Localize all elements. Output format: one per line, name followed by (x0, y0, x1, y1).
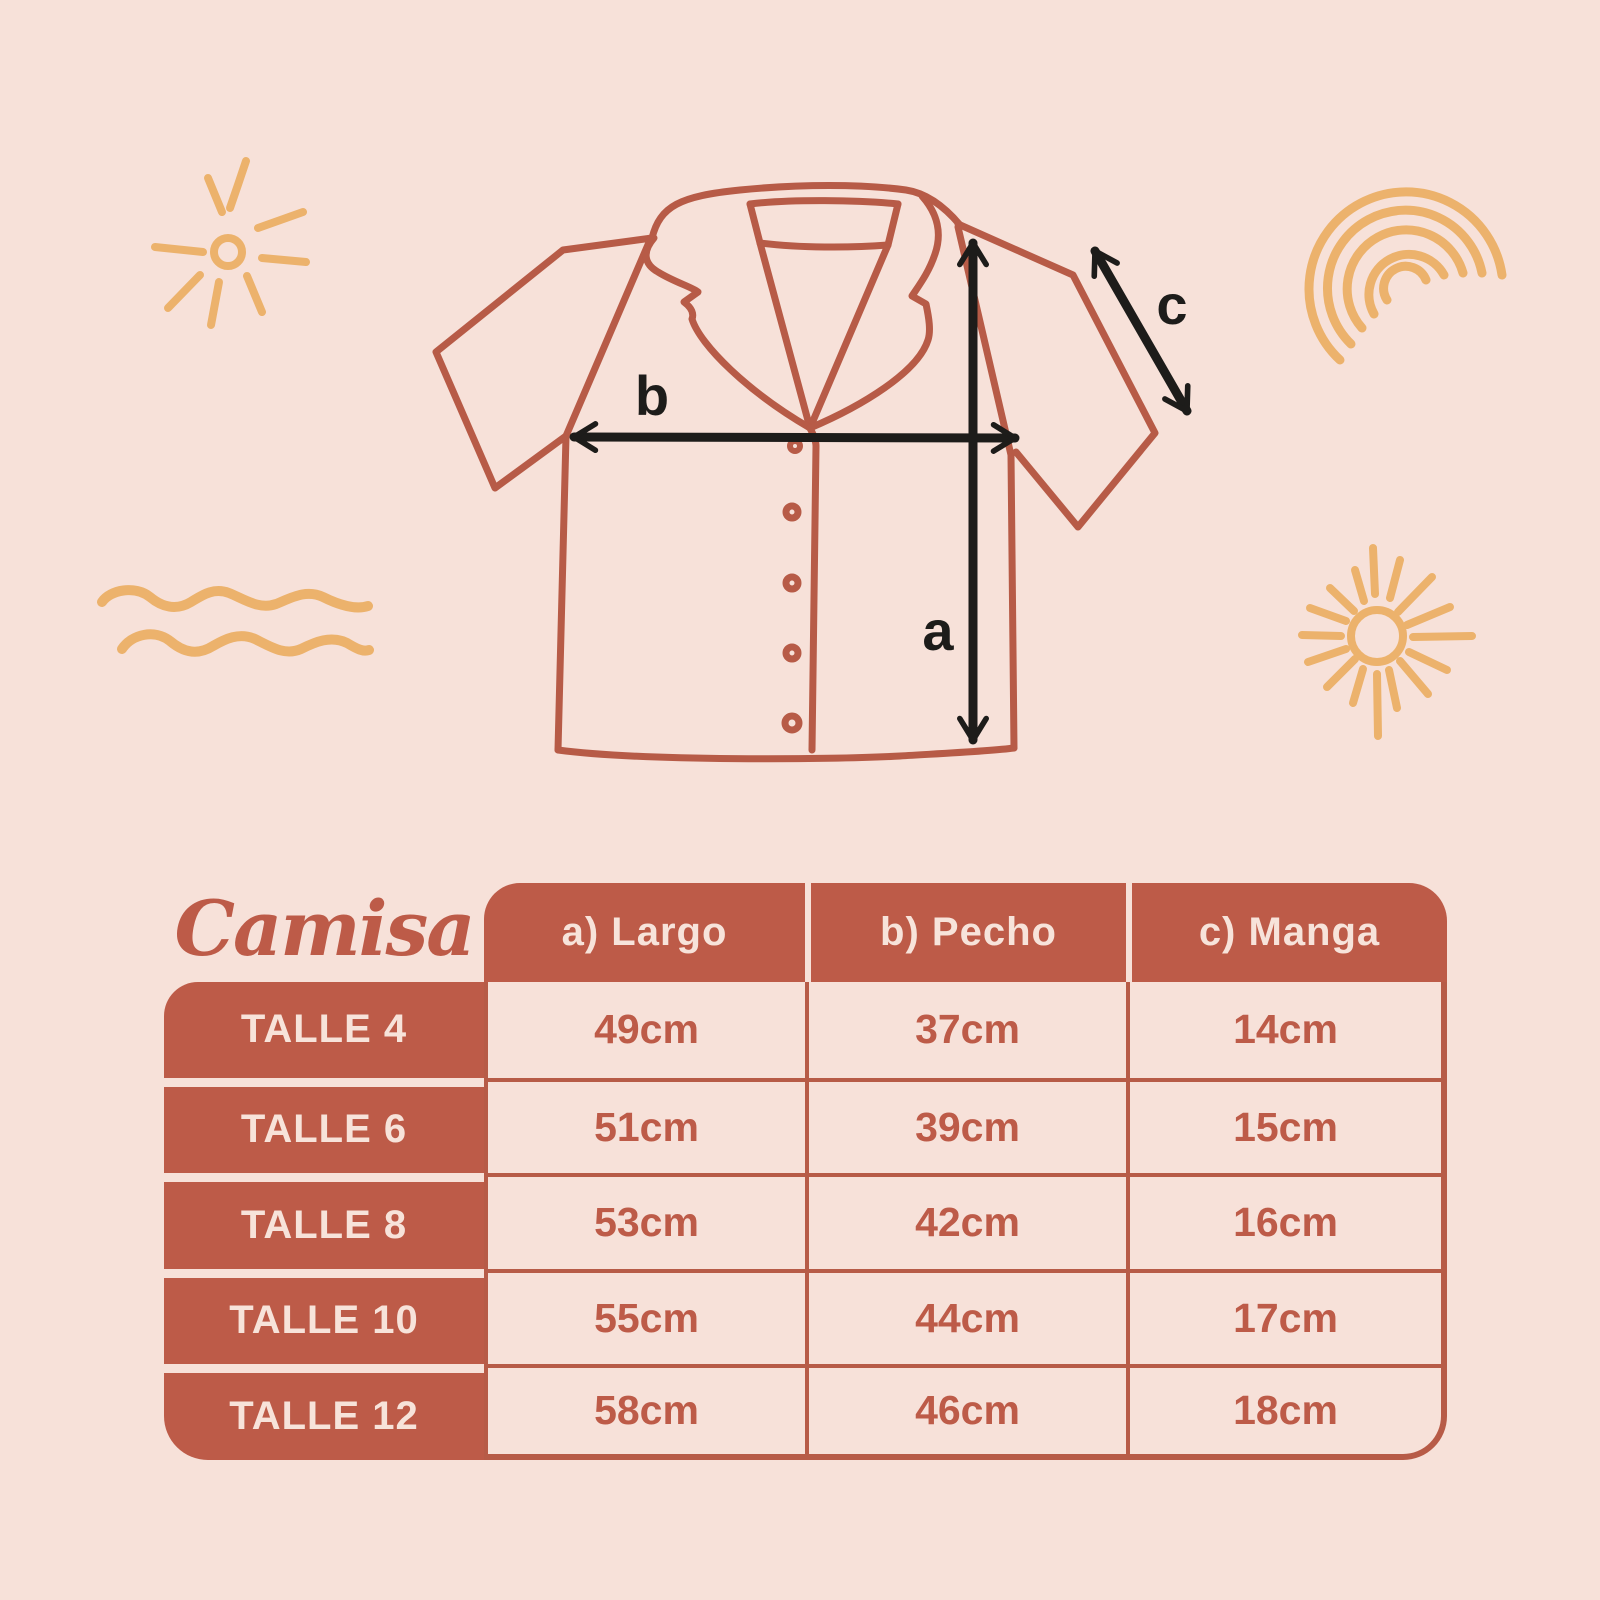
cell-talle4-largo: 49cm (484, 982, 805, 1078)
column-header-largo: a) Largo (484, 883, 805, 982)
cell-talle10-pecho: 44cm (805, 1268, 1126, 1364)
column-header-manga: c) Manga (1126, 883, 1447, 982)
sun-rays-icon (1298, 544, 1476, 740)
sun-small-icon (151, 157, 310, 329)
measure-label-c: c (1156, 273, 1187, 336)
table-title: Camisa (174, 884, 475, 973)
row-header-talle-10: TALLE 10 (164, 1268, 484, 1364)
cell-talle10-largo: 55cm (484, 1268, 805, 1364)
cell-talle12-pecho: 46cm (805, 1364, 1126, 1460)
row-header-talle-8: TALLE 8 (164, 1173, 484, 1269)
measure-label-a: a (922, 599, 954, 662)
cell-talle12-largo: 58cm (484, 1364, 805, 1460)
cell-talle12-manga: 18cm (1126, 1364, 1447, 1460)
column-header-pecho: b) Pecho (805, 883, 1126, 982)
rainbow-icon (1304, 187, 1507, 365)
cell-talle6-pecho: 39cm (805, 1077, 1126, 1173)
size-table: Camisa a) Largo b) Pecho c) Manga TALLE … (164, 883, 1447, 1460)
row-header-talle-12: TALLE 12 (164, 1364, 484, 1460)
cell-talle10-manga: 17cm (1126, 1268, 1447, 1364)
arrow-b-chest (569, 421, 1020, 454)
cell-talle6-largo: 51cm (484, 1077, 805, 1173)
row-header-talle-6: TALLE 6 (164, 1077, 484, 1173)
arrow-c-sleeve (1090, 246, 1192, 416)
row-header-talle-4: TALLE 4 (164, 982, 484, 1078)
cell-talle8-largo: 53cm (484, 1173, 805, 1269)
waves-icon (97, 585, 374, 657)
shirt-outline-icon (432, 182, 1159, 763)
cell-talle4-manga: 14cm (1126, 982, 1447, 1078)
cell-talle8-pecho: 42cm (805, 1173, 1126, 1269)
cell-talle6-manga: 15cm (1126, 1077, 1447, 1173)
cell-talle8-manga: 16cm (1126, 1173, 1447, 1269)
measure-arrows (569, 238, 1192, 745)
measure-label-b: b (635, 364, 669, 427)
cell-talle4-pecho: 37cm (805, 982, 1126, 1078)
